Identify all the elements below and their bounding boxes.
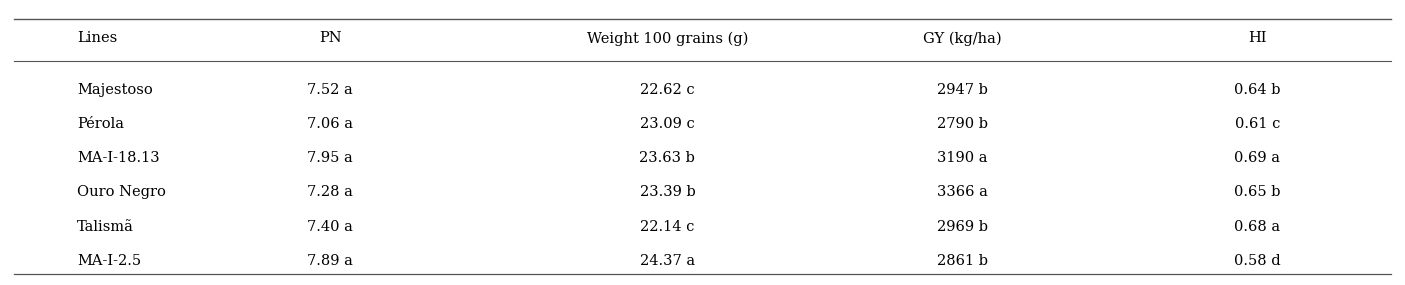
Text: 23.63 b: 23.63 b — [639, 151, 695, 165]
Text: 0.61 c: 0.61 c — [1235, 117, 1280, 131]
Text: 7.28 a: 7.28 a — [308, 185, 353, 199]
Text: PN: PN — [319, 31, 341, 46]
Text: GY (kg/ha): GY (kg/ha) — [923, 31, 1002, 46]
Text: 7.06 a: 7.06 a — [308, 117, 353, 131]
Text: 0.65 b: 0.65 b — [1234, 185, 1281, 199]
Text: MA-I-2.5: MA-I-2.5 — [77, 254, 142, 268]
Text: 3190 a: 3190 a — [937, 151, 988, 165]
Text: 3366 a: 3366 a — [937, 185, 988, 199]
Text: 23.09 c: 23.09 c — [641, 117, 694, 131]
Text: 2969 b: 2969 b — [937, 219, 988, 234]
Text: HI: HI — [1248, 31, 1267, 46]
Text: 24.37 a: 24.37 a — [639, 254, 695, 268]
Text: 2947 b: 2947 b — [937, 83, 988, 97]
Text: Ouro Negro: Ouro Negro — [77, 185, 166, 199]
Text: 2861 b: 2861 b — [937, 254, 988, 268]
Text: 7.95 a: 7.95 a — [308, 151, 353, 165]
Text: 0.69 a: 0.69 a — [1235, 151, 1280, 165]
Text: MA-I-18.13: MA-I-18.13 — [77, 151, 160, 165]
Text: 7.89 a: 7.89 a — [308, 254, 353, 268]
Text: 0.68 a: 0.68 a — [1235, 219, 1280, 234]
Text: Weight 100 grains (g): Weight 100 grains (g) — [587, 31, 747, 46]
Text: 22.14 c: 22.14 c — [641, 219, 694, 234]
Text: 2790 b: 2790 b — [937, 117, 988, 131]
Text: 7.52 a: 7.52 a — [308, 83, 353, 97]
Text: 0.58 d: 0.58 d — [1234, 254, 1281, 268]
Text: 7.40 a: 7.40 a — [308, 219, 353, 234]
Text: Pérola: Pérola — [77, 117, 124, 131]
Text: Lines: Lines — [77, 31, 118, 46]
Text: 22.62 c: 22.62 c — [641, 83, 694, 97]
Text: Majestoso: Majestoso — [77, 83, 153, 97]
Text: 0.64 b: 0.64 b — [1234, 83, 1281, 97]
Text: 23.39 b: 23.39 b — [639, 185, 695, 199]
Text: Talismã: Talismã — [77, 219, 133, 234]
